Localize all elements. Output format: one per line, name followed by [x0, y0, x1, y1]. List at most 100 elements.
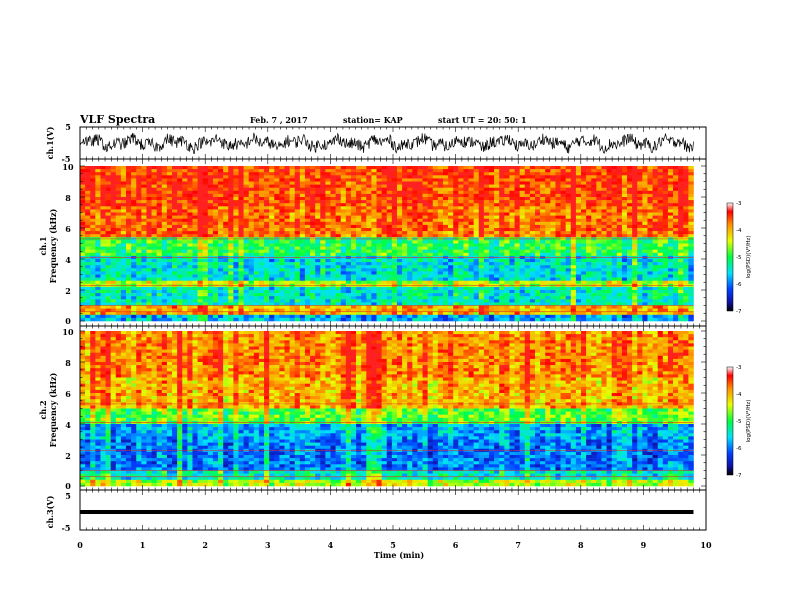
ch1-spec-cell — [356, 265, 362, 269]
ch1-spec-cell — [432, 240, 439, 244]
ch1-spec-cell — [105, 274, 111, 278]
ch1-spec-cell — [141, 268, 147, 272]
ch1-spec-cell — [294, 280, 301, 285]
ch1-spec-cell — [448, 274, 454, 278]
ch1-spec-cell — [478, 184, 485, 188]
ch1-spec-cell — [264, 215, 270, 219]
ch1-spec-cell — [494, 234, 500, 238]
ch1-spec-cell — [361, 181, 367, 185]
ch1-spec-cell — [678, 175, 684, 179]
ch1-spec-cell — [371, 280, 377, 285]
ch1-spec-cell — [432, 221, 439, 226]
ch1-spec-cell — [166, 265, 173, 269]
ch1-spec-cell — [688, 280, 694, 285]
ch1-spec-cell — [197, 246, 203, 250]
ch1-spec-cell — [524, 240, 531, 244]
ch1-spec-cell — [115, 209, 122, 213]
ch1-spec-cell — [136, 215, 142, 219]
ch1-spec-cell — [141, 209, 147, 213]
ch1-spec-cell — [402, 169, 408, 173]
ch1-spec-cell — [192, 246, 198, 250]
ch1-spec-cell — [381, 169, 388, 173]
ch1-spec-cell — [570, 221, 577, 226]
ch1-spec-cell — [391, 228, 398, 232]
ch1-waveform-trace — [80, 132, 694, 154]
ch1-spec-cell — [151, 190, 157, 195]
ch1-spec-cell — [361, 259, 367, 263]
ch1-spec-cell — [182, 193, 188, 198]
ch1-spec-cell — [202, 169, 209, 173]
ch1-spec-cell — [627, 206, 633, 210]
ch1-spec-cell — [100, 212, 106, 216]
ch1-spec-cell — [207, 212, 214, 216]
ch1-spec-cell — [356, 184, 362, 188]
ch1-spec-cell — [115, 277, 122, 281]
ch1-spec-cell — [647, 190, 653, 195]
ch1-spec-cell — [330, 197, 336, 201]
ch1-spec-cell — [586, 218, 592, 223]
ch1-spec-cell — [95, 231, 101, 235]
ch1-spec-cell — [565, 190, 572, 195]
ch1-spec-cell — [376, 231, 382, 235]
ch1-spec-cell — [596, 262, 602, 266]
ch1-spec-cell — [120, 184, 127, 188]
ch1-spec-cell — [683, 200, 689, 204]
ch1-spec-cell — [483, 231, 490, 235]
ch1-spec-cell — [637, 249, 643, 254]
ch1-spec-cell — [488, 197, 495, 201]
ch1-spec-cell — [166, 169, 173, 173]
ch1-spec-cell — [483, 228, 490, 232]
ch1-spec-cell — [601, 193, 607, 198]
ch1-spec-cell — [529, 268, 536, 272]
ch1-spec-cell — [509, 218, 515, 223]
ch1-spec-cell — [550, 274, 556, 278]
ch1-spec-cell — [105, 249, 111, 254]
ch1-spec-cell — [131, 228, 137, 232]
ch1-spec-cell — [243, 203, 249, 207]
ch1-spec-cell — [248, 249, 255, 254]
ch1-spec-cell — [488, 224, 495, 229]
ch1-spec-cell — [381, 274, 388, 278]
ch1-spec-cell — [678, 200, 684, 204]
ch1-spec-cell — [182, 274, 188, 278]
ch1-spec-cell — [524, 181, 531, 185]
ch1-spec-cell — [412, 169, 418, 173]
ch1-spec-cell — [540, 190, 546, 195]
ch1-spec-cell — [187, 181, 193, 185]
ch1-spec-cell — [453, 246, 459, 250]
ch1-spec-cell — [386, 203, 393, 207]
ch1-spec-cell — [637, 228, 643, 232]
ch1-spec-cell — [427, 190, 434, 195]
ch1-spec-cell — [269, 265, 275, 269]
ch1-spec-cell — [177, 246, 183, 250]
ch1-spec-cell — [100, 184, 106, 188]
ch1-spec-cell — [356, 259, 362, 263]
ch1-spec-cell — [371, 290, 377, 294]
ch1-spec-cell — [151, 234, 157, 238]
ch1-spec-cell — [120, 187, 127, 192]
ch1-spec-cell — [386, 190, 393, 195]
ch1-spec-cell — [581, 274, 587, 278]
ch1-spec-cell — [95, 215, 101, 219]
ch1-spec-cell — [115, 290, 122, 294]
ch1-spec-cell — [274, 252, 280, 257]
ch1-spec-cell — [371, 169, 377, 173]
ch1-spec-cell — [688, 234, 694, 238]
ch1-spec-cell — [161, 178, 168, 182]
ch1-spec-cell — [407, 246, 413, 250]
ch1-spec-cell — [100, 203, 106, 207]
ch1-spec-cell — [632, 203, 638, 207]
ch1-spec-cell — [632, 265, 638, 269]
ch1-spec-cell — [371, 231, 377, 235]
ch1-spec-cell — [248, 172, 255, 176]
ch1-spec-cell — [304, 293, 311, 297]
ch1-spec-cell — [258, 221, 265, 226]
ch1-spec-cell — [218, 243, 224, 247]
ch1-spec-cell — [197, 169, 203, 173]
ch1-spec-cell — [120, 249, 127, 254]
ch1-spec-cell — [376, 172, 382, 176]
ch1-spec-cell — [126, 206, 132, 210]
ch1-spec-cell — [151, 197, 157, 201]
ch1-spec-cell — [422, 224, 428, 229]
ch1-spec-cell — [264, 206, 270, 210]
